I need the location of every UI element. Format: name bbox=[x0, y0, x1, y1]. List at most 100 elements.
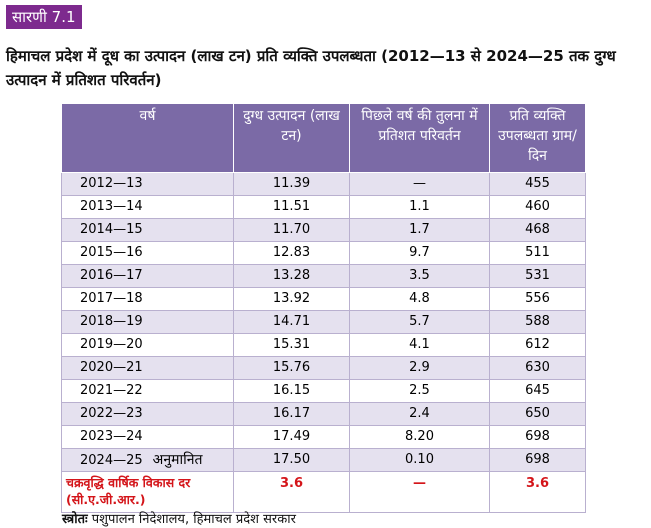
cell-year: 2015—16 bbox=[61, 241, 234, 265]
cell-production-value: 11.70 bbox=[272, 222, 311, 237]
cell-per-capita: 468 bbox=[489, 218, 586, 242]
cell-year-value: 2014—15 bbox=[80, 222, 143, 237]
cell-year: 2018—19 bbox=[61, 310, 234, 334]
cell-change: 1.1 bbox=[349, 195, 490, 219]
table-row: 2012—13 11.39 — 455 bbox=[61, 172, 586, 196]
table-row: 2016—17 13.28 3.5 531 bbox=[61, 264, 586, 288]
cagr-change: — bbox=[349, 471, 490, 513]
cell-change-value: 4.1 bbox=[409, 337, 430, 352]
cell-change: 4.8 bbox=[349, 287, 490, 311]
cell-per-capita-value: 612 bbox=[525, 337, 550, 352]
table-row: 2023—24 17.49 8.20 698 bbox=[61, 425, 586, 449]
cell-per-capita-value: 698 bbox=[525, 429, 550, 444]
cell-year: 2022—23 bbox=[61, 402, 234, 426]
cell-production: 11.39 bbox=[233, 172, 350, 196]
cell-change: 2.4 bbox=[349, 402, 490, 426]
cell-per-capita: 511 bbox=[489, 241, 586, 265]
cell-per-capita-value: 468 bbox=[525, 222, 550, 237]
table-row: 2015—16 12.83 9.7 511 bbox=[61, 241, 586, 265]
cell-per-capita: 698 bbox=[489, 425, 586, 449]
cell-change: 2.9 bbox=[349, 356, 490, 380]
cell-production: 13.28 bbox=[233, 264, 350, 288]
cell-year: 2021—22 bbox=[61, 379, 234, 403]
table-row: 2019—20 15.31 4.1 612 bbox=[61, 333, 586, 357]
cell-year-value: 2020—21 bbox=[80, 360, 143, 375]
cell-change: 3.5 bbox=[349, 264, 490, 288]
cell-year-value: 2024—25 bbox=[80, 452, 143, 468]
cell-per-capita: 455 bbox=[489, 172, 586, 196]
cell-year-value: 2021—22 bbox=[80, 383, 143, 398]
cell-per-capita: 460 bbox=[489, 195, 586, 219]
table-row: 2021—22 16.15 2.5 645 bbox=[61, 379, 586, 403]
cell-per-capita: 531 bbox=[489, 264, 586, 288]
cell-production-value: 15.31 bbox=[272, 337, 311, 352]
cell-change-value: 4.8 bbox=[409, 291, 430, 306]
cell-per-capita-value: 511 bbox=[525, 245, 550, 260]
cell-change: 8.20 bbox=[349, 425, 490, 449]
cell-per-capita: 698 bbox=[489, 448, 586, 472]
cell-year-value: 2019—20 bbox=[80, 337, 143, 352]
cell-change-value: 2.9 bbox=[409, 360, 430, 375]
cell-production: 16.15 bbox=[233, 379, 350, 403]
cell-change-value: 2.4 bbox=[409, 406, 430, 421]
cell-change-value: 2.5 bbox=[409, 383, 430, 398]
cell-per-capita-value: 556 bbox=[525, 291, 550, 306]
table-title: हिमाचल प्रदेश में दूध का उत्पादन (लाख टन… bbox=[6, 47, 616, 89]
table-row: 2018—19 14.71 5.7 588 bbox=[61, 310, 586, 334]
cell-year-value: 2016—17 bbox=[80, 268, 143, 283]
cell-year: 2023—24 bbox=[61, 425, 234, 449]
header-row: वर्ष दुग्ध उत्पादन (लाख टन) पिछले वर्ष क… bbox=[61, 103, 586, 173]
cell-change-value: — bbox=[413, 176, 426, 191]
cell-per-capita-value: 588 bbox=[525, 314, 550, 329]
cell-year: 2012—13 bbox=[61, 172, 234, 196]
cell-change: — bbox=[349, 172, 490, 196]
table-row: 2020—21 15.76 2.9 630 bbox=[61, 356, 586, 380]
table-row: 2017—18 13.92 4.8 556 bbox=[61, 287, 586, 311]
cell-year-value: 2015—16 bbox=[80, 245, 143, 260]
header-per-capita: प्रति व्यक्ति उपलब्धता ग्राम/दिन bbox=[489, 103, 586, 173]
cell-per-capita: 650 bbox=[489, 402, 586, 426]
cell-year-value: 2012—13 bbox=[80, 176, 143, 191]
cell-change-value: 1.1 bbox=[409, 199, 430, 214]
table-row: 2022—23 16.17 2.4 650 bbox=[61, 402, 586, 426]
source-text: पशुपालन निदेशालय, हिमाचल प्रदेश सरकार bbox=[91, 512, 296, 527]
cell-per-capita: 612 bbox=[489, 333, 586, 357]
cell-production: 11.70 bbox=[233, 218, 350, 242]
cagr-label: चक्रवृद्धि वार्षिक विकास दर (सी.ए.जी.आर.… bbox=[61, 471, 234, 513]
cell-production-value: 11.51 bbox=[272, 199, 311, 214]
cell-production-value: 13.92 bbox=[272, 291, 311, 306]
cagr-per-capita: 3.6 bbox=[489, 471, 586, 513]
cell-production: 14.71 bbox=[233, 310, 350, 334]
cell-year: 2024—25 अनुमानित bbox=[61, 448, 234, 472]
cell-production-value: 15.76 bbox=[272, 360, 311, 375]
cell-per-capita-value: 650 bbox=[525, 406, 550, 421]
cell-production-value: 16.17 bbox=[272, 406, 311, 421]
source-label: स्त्रोतः bbox=[62, 512, 88, 527]
cell-production-value: 16.15 bbox=[272, 383, 311, 398]
cell-production-value: 17.50 bbox=[272, 452, 311, 467]
cell-production-value: 14.71 bbox=[272, 314, 311, 329]
cell-year: 2020—21 bbox=[61, 356, 234, 380]
cell-production: 17.50 bbox=[233, 448, 350, 472]
cell-production-value: 12.83 bbox=[272, 245, 311, 260]
milk-production-table: वर्ष दुग्ध उत्पादन (लाख टन) पिछले वर्ष क… bbox=[61, 103, 586, 513]
cell-per-capita-value: 630 bbox=[525, 360, 550, 375]
table-label: सारणी 7.1 bbox=[6, 5, 82, 29]
cell-production: 12.83 bbox=[233, 241, 350, 265]
table-row: 2014—15 11.70 1.7 468 bbox=[61, 218, 586, 242]
source-note: स्त्रोतः पशुपालन निदेशालय, हिमाचल प्रदेश… bbox=[62, 509, 296, 527]
table-row: 2013—14 11.51 1.1 460 bbox=[61, 195, 586, 219]
table-body: 2012—13 11.39 — 455 2013—14 11.51 1.1 460 2014—1… bbox=[61, 172, 586, 513]
cell-change-value: 9.7 bbox=[409, 245, 430, 260]
cell-change: 4.1 bbox=[349, 333, 490, 357]
cell-change-value: 8.20 bbox=[405, 429, 434, 444]
header-production: दुग्ध उत्पादन (लाख टन) bbox=[233, 103, 350, 173]
cell-production: 15.31 bbox=[233, 333, 350, 357]
cell-year: 2014—15 bbox=[61, 218, 234, 242]
estimate-note: अनुमानित bbox=[152, 451, 203, 468]
cell-change-value: 3.5 bbox=[409, 268, 430, 283]
cell-per-capita: 556 bbox=[489, 287, 586, 311]
cell-year-value: 2017—18 bbox=[80, 291, 143, 306]
cell-year: 2017—18 bbox=[61, 287, 234, 311]
cell-per-capita-value: 455 bbox=[525, 176, 550, 191]
